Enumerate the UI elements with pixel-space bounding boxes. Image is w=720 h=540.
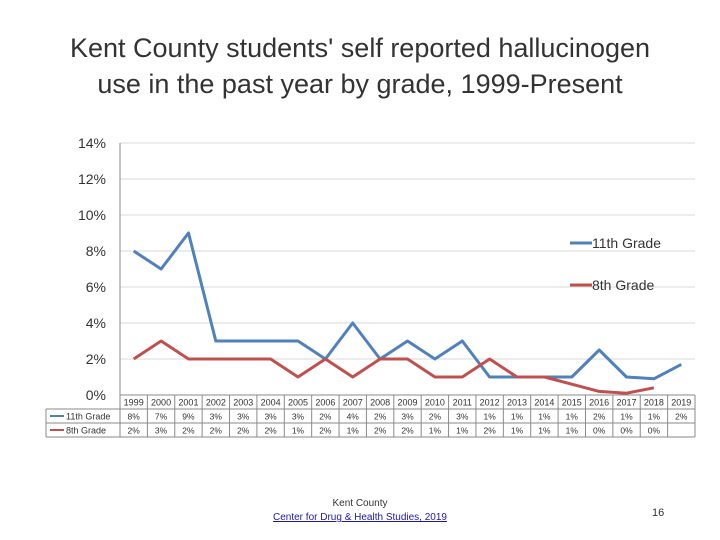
y-tick-label: 6% <box>86 279 106 295</box>
gridlines <box>119 142 695 396</box>
legend-label: 11th Grade <box>592 235 661 251</box>
data-label: 3% <box>401 412 414 422</box>
chart-title-line-2: use in the past year by grade, 1999-Pres… <box>97 69 623 99</box>
series-line-11th-grade <box>132 231 682 381</box>
data-label: 1% <box>538 426 551 436</box>
x-tick-label: 2012 <box>480 398 500 408</box>
data-label: 2% <box>319 426 332 436</box>
x-tick-label: 2008 <box>370 398 390 408</box>
y-axis-ticks: 0% 2% 4% 6% 8% 10% 12% 14% <box>78 135 106 403</box>
footer-org: Kent County <box>332 498 388 509</box>
legend: 11th Grade 8th Grade <box>570 235 661 293</box>
x-tick-label: 2016 <box>589 398 609 408</box>
data-label: 2% <box>429 412 442 422</box>
x-tick-label: 1999 <box>124 398 144 408</box>
data-label: 2% <box>128 426 141 436</box>
y-tick-label: 8% <box>86 243 106 259</box>
x-tick-label: 2015 <box>562 398 582 408</box>
data-label: 3% <box>210 412 223 422</box>
data-label: 2% <box>483 426 496 436</box>
x-tick-label: 2003 <box>233 398 253 408</box>
data-table: 1999 2000 2001 2002 2003 2004 2005 2006 2007 2008… <box>45 394 696 438</box>
y-tick-label: 14% <box>78 135 106 151</box>
data-label: 1% <box>511 412 524 422</box>
data-label: 0% <box>648 426 661 436</box>
x-tick-label: 2013 <box>507 398 527 408</box>
y-tick-label: 12% <box>78 171 106 187</box>
data-label: 1% <box>566 412 579 422</box>
data-label: 1% <box>429 426 442 436</box>
x-tick-label: 2011 <box>453 398 472 408</box>
data-label: 1% <box>483 412 496 422</box>
data-label: 2% <box>237 426 250 436</box>
x-tick-label: 2004 <box>261 398 281 408</box>
data-label: 4% <box>347 412 360 422</box>
footer-credit: Kent County Center for Drug & Health Stu… <box>230 497 490 525</box>
data-label: 1% <box>648 412 661 422</box>
data-label: 9% <box>182 412 195 422</box>
data-label: 2% <box>593 412 606 422</box>
data-label: 2% <box>675 412 688 422</box>
x-tick-label: 2014 <box>534 398 554 408</box>
series-line-8th-grade <box>132 339 655 395</box>
data-label: 1% <box>511 426 524 436</box>
data-label: 2% <box>401 426 414 436</box>
data-label: 8% <box>128 412 141 422</box>
data-label: 3% <box>292 412 305 422</box>
data-label: 1% <box>347 426 360 436</box>
x-tick-label: 2018 <box>644 398 664 408</box>
x-tick-label: 2010 <box>425 398 445 408</box>
footer-link[interactable]: Center for Drug & Health Studies, 2019 <box>273 512 447 523</box>
data-label: 1% <box>538 412 551 422</box>
data-label: 2% <box>210 426 223 436</box>
series-lines <box>132 231 682 395</box>
data-label: 1% <box>566 426 579 436</box>
data-label: 1% <box>292 426 305 436</box>
data-label: 2% <box>374 412 387 422</box>
data-label: 2% <box>374 426 387 436</box>
legend-label: 8th Grade <box>592 277 654 293</box>
data-label: 2% <box>319 412 332 422</box>
chart-title: Kent County students' self reported hall… <box>20 30 700 102</box>
y-tick-label: 2% <box>86 351 106 367</box>
x-tick-label: 2007 <box>343 398 363 408</box>
chart-title-line-1: Kent County students' self reported hall… <box>69 33 651 63</box>
y-tick-label: 10% <box>78 207 106 223</box>
data-label: 3% <box>456 412 469 422</box>
y-tick-label: 0% <box>86 387 106 403</box>
data-label: 1% <box>620 412 633 422</box>
x-tick-label: 2006 <box>315 398 335 408</box>
x-tick-label: 2000 <box>151 398 171 408</box>
page-number: 16 <box>652 507 665 519</box>
x-tick-label: 2005 <box>288 398 308 408</box>
x-tick-label: 2019 <box>671 398 691 408</box>
data-label: 2% <box>182 426 195 436</box>
x-tick-label: 2002 <box>206 398 226 408</box>
data-label: 0% <box>620 426 633 436</box>
data-label: 1% <box>456 426 469 436</box>
x-tick-label: 2001 <box>178 398 198 408</box>
y-tick-label: 4% <box>86 315 106 331</box>
data-label: 2% <box>264 426 277 436</box>
table-row-label: 11th Grade <box>66 412 110 422</box>
data-label: 0% <box>593 426 606 436</box>
data-label: 3% <box>155 426 168 436</box>
data-label: 3% <box>237 412 250 422</box>
data-label: 3% <box>264 412 277 422</box>
table-row-label: 8th Grade <box>66 426 106 436</box>
data-label: 7% <box>155 412 168 422</box>
x-tick-label: 2009 <box>397 398 417 408</box>
x-tick-label: 2017 <box>617 398 637 408</box>
